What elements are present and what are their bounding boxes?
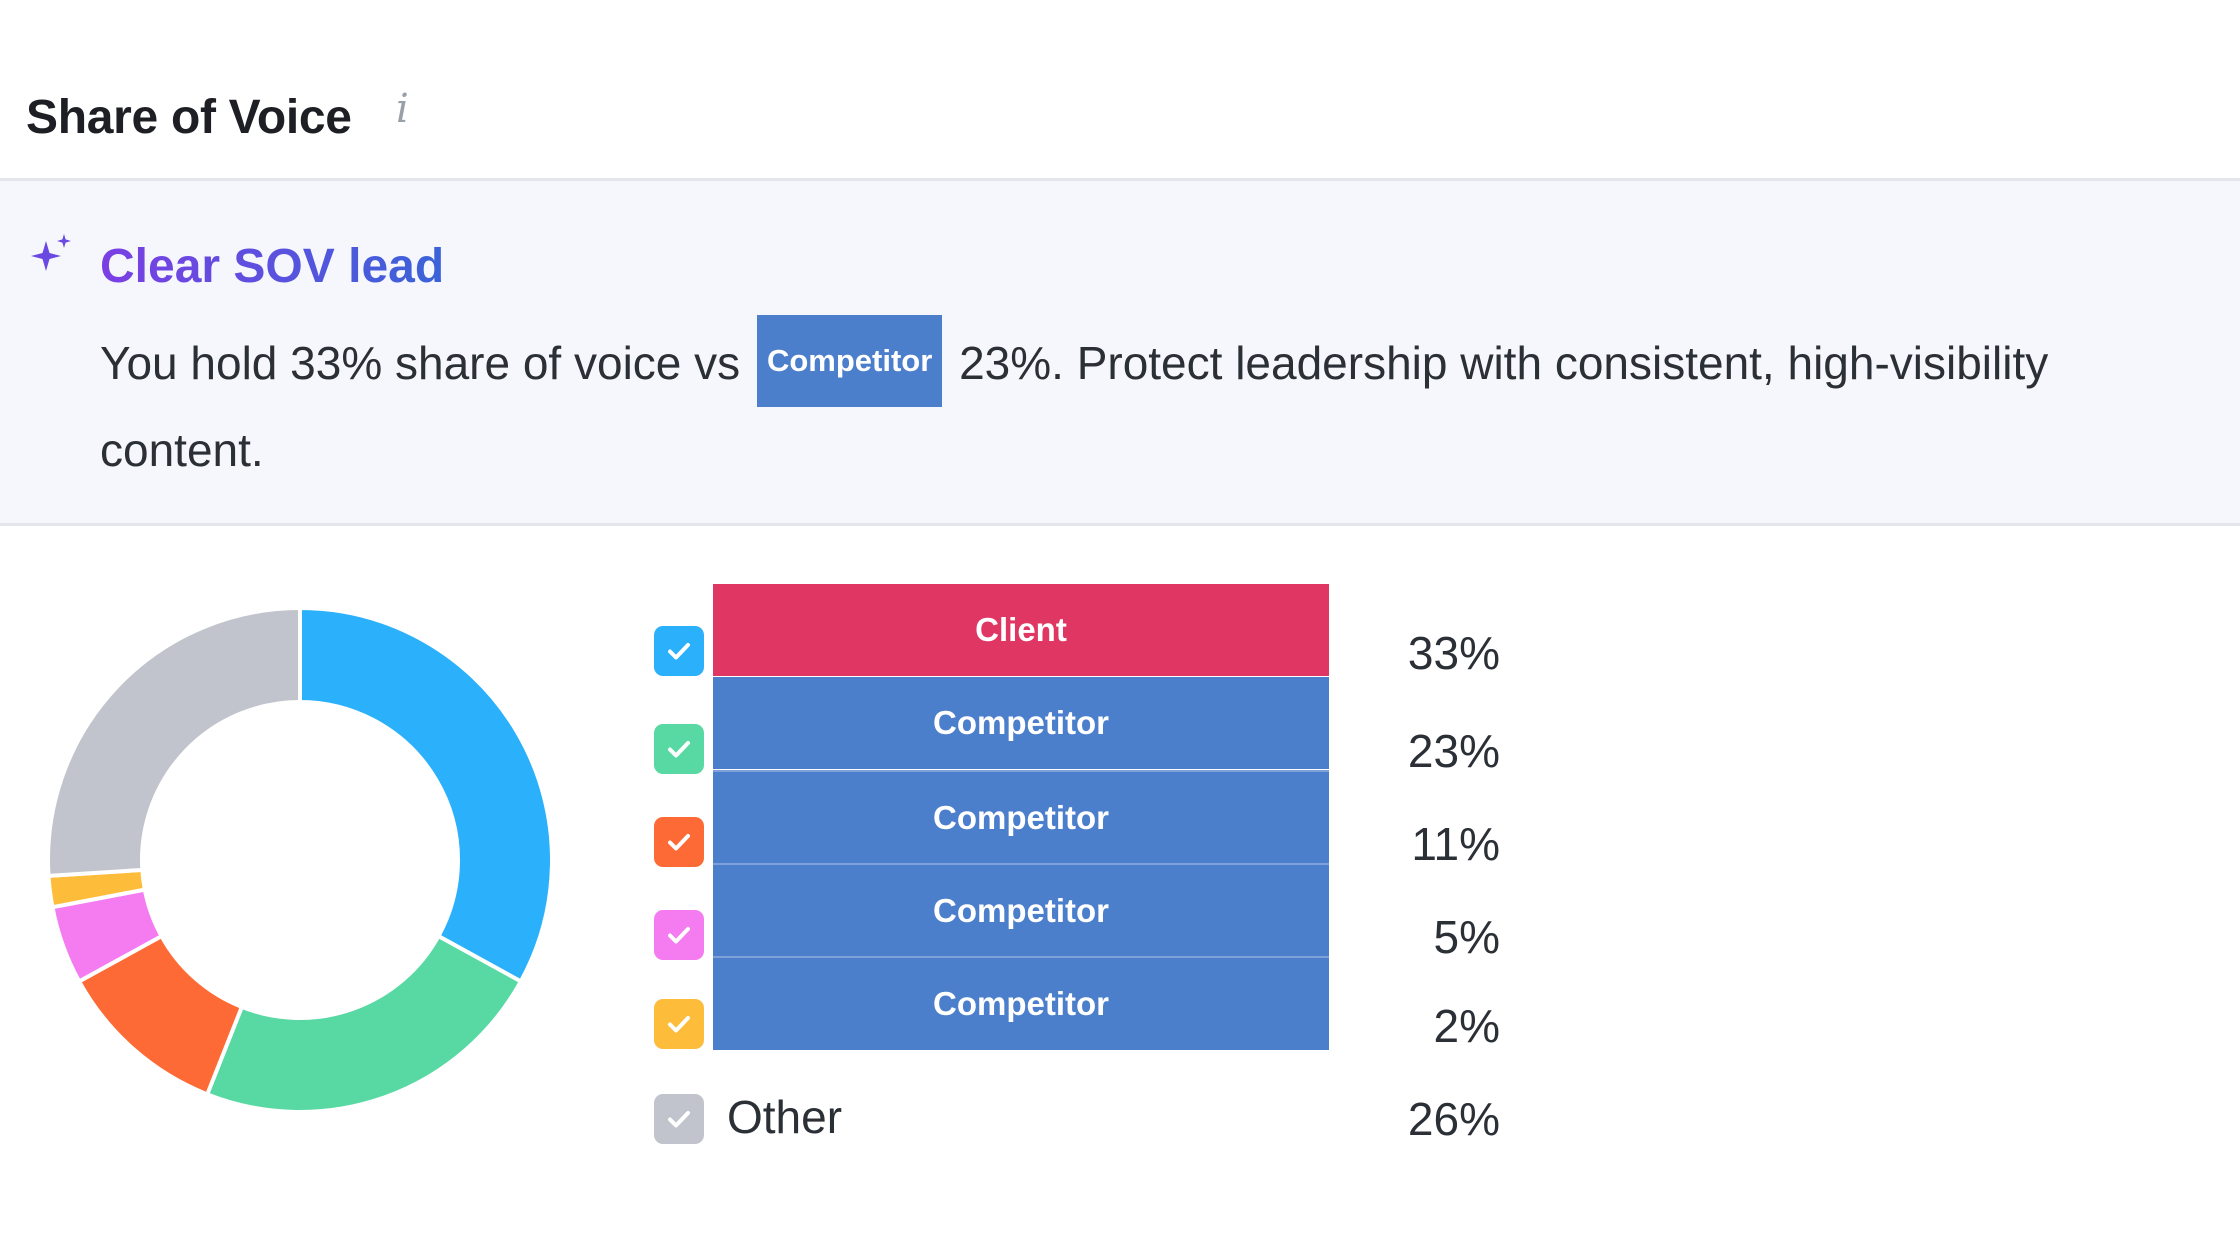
competitor-tag: Competitor [756, 315, 943, 407]
widget-title: Share of Voice [26, 91, 352, 144]
checkmark-icon [668, 927, 690, 944]
insight-title: Clear SOV lead [100, 240, 445, 293]
insight-text-after: 23%. Protect leadership with consistent,… [100, 337, 2049, 476]
legend-row-1: Client 33% [650, 584, 1500, 679]
legend-label-2: Competitor [713, 677, 1329, 769]
legend-checkbox-5[interactable] [654, 999, 704, 1049]
legend-value-4: 5% [1433, 911, 1500, 963]
legend-value-2: 23% [1407, 725, 1500, 777]
insight-text-before: You hold 33% share of voice vs [100, 337, 741, 390]
legend-checkbox-1[interactable] [654, 626, 704, 676]
share-of-voice-donut-chart [46, 605, 554, 1114]
checkmark-icon [668, 1111, 690, 1128]
checkmark-icon [668, 643, 690, 660]
sparkle-icon [31, 234, 71, 271]
legend-checkbox-2[interactable] [654, 724, 704, 774]
insight-panel: Clear SOV lead You hold 33% share of voi… [0, 181, 2240, 526]
legend-row-5: Competitor 2% [650, 956, 1500, 1052]
legend-checkbox-6[interactable] [654, 1094, 704, 1144]
legend-value-6: 26% [1407, 1093, 1500, 1145]
widget-header: Share of Voice i [0, 0, 2240, 181]
legend-checkbox-4[interactable] [654, 910, 704, 960]
legend-value-3: 11% [1411, 818, 1500, 870]
legend-value-1: 33% [1407, 627, 1500, 679]
legend-value-5: 2% [1433, 1000, 1500, 1052]
donut-slice-6[interactable] [46, 605, 302, 878]
checkmark-icon [668, 1016, 690, 1033]
legend-label-5: Competitor [713, 956, 1329, 1050]
donut-slice-1[interactable] [298, 605, 554, 985]
legend-label-other: Other [727, 1091, 843, 1143]
checkmark-icon [668, 741, 690, 758]
legend-row-4: Competitor 5% [650, 863, 1500, 963]
legend-row-2: Competitor 23% [650, 677, 1500, 777]
info-icon[interactable]: i [396, 86, 409, 132]
legend-label-3: Competitor [713, 770, 1329, 864]
legend-row-3: Competitor 11% [650, 770, 1500, 870]
checkmark-icon [668, 834, 690, 851]
donut-slice-2[interactable] [204, 933, 524, 1114]
legend-label-1: Client [713, 584, 1329, 676]
legend-label-4: Competitor [713, 863, 1329, 957]
legend-row-6: Other 26% [650, 1050, 1500, 1145]
insight-text: You hold 33% share of voice vs Competito… [100, 315, 2180, 487]
legend-checkbox-3[interactable] [654, 817, 704, 867]
